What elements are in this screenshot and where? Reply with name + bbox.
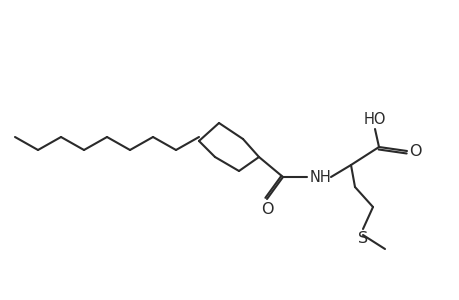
Text: HO: HO — [363, 112, 386, 128]
Text: NH: NH — [309, 169, 331, 184]
Text: O: O — [260, 202, 273, 217]
Text: O: O — [408, 143, 420, 158]
Text: S: S — [357, 232, 367, 247]
